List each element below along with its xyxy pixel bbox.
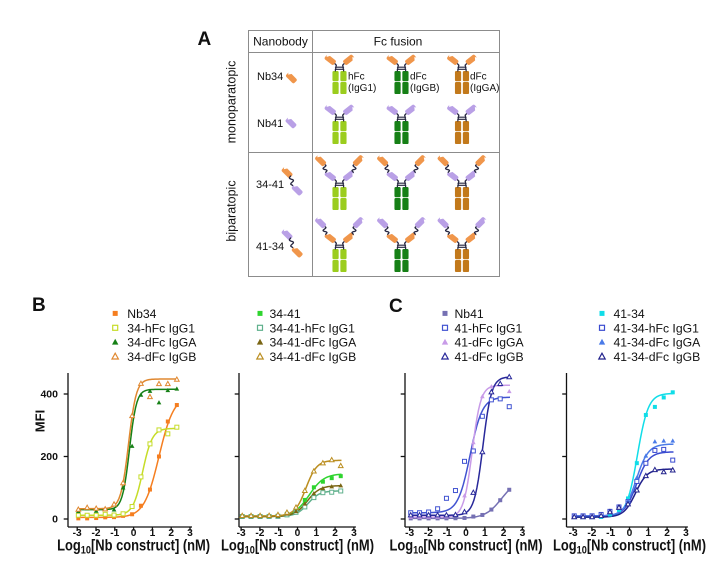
svg-text:3: 3 <box>683 528 689 539</box>
svg-text:200: 200 <box>40 451 58 463</box>
svg-text:2: 2 <box>332 528 338 539</box>
svg-text:-2: -2 <box>91 528 100 539</box>
svg-text:Log10[Nb construct] (nM): Log10[Nb construct] (nM) <box>221 538 374 557</box>
svg-text:0: 0 <box>295 528 301 539</box>
svg-text:C: C <box>389 296 403 317</box>
svg-text:B: B <box>32 295 46 316</box>
svg-text:34-41-dFc IgGA: 34-41-dFc IgGA <box>270 336 358 350</box>
svg-text:-1: -1 <box>443 528 452 539</box>
svg-text:3: 3 <box>351 528 357 539</box>
svg-text:2: 2 <box>664 528 670 539</box>
svg-text:1: 1 <box>482 528 488 539</box>
svg-text:2: 2 <box>168 528 174 539</box>
svg-text:41-34-dFc IgGA: 41-34-dFc IgGA <box>614 336 702 350</box>
svg-text:Nb41: Nb41 <box>257 118 283 130</box>
svg-text:dFc: dFc <box>470 72 487 83</box>
svg-text:(IgGA): (IgGA) <box>470 83 499 94</box>
svg-text:1: 1 <box>645 528 651 539</box>
svg-text:41-hFc IgG1: 41-hFc IgG1 <box>455 321 523 335</box>
svg-text:(IgG1): (IgG1) <box>348 83 376 94</box>
svg-text:3: 3 <box>520 528 526 539</box>
svg-text:biparatopic: biparatopic <box>225 180 239 241</box>
svg-text:0: 0 <box>131 528 137 539</box>
svg-text:MFI: MFI <box>33 410 48 432</box>
svg-text:34-dFc IgGA: 34-dFc IgGA <box>127 336 197 350</box>
svg-text:Log10[Nb construct] (nM): Log10[Nb construct] (nM) <box>57 538 210 557</box>
svg-text:-1: -1 <box>606 528 615 539</box>
svg-text:-1: -1 <box>274 528 283 539</box>
svg-text:Nb41: Nb41 <box>455 307 484 321</box>
svg-text:41-34: 41-34 <box>614 307 645 321</box>
svg-text:0: 0 <box>463 528 469 539</box>
svg-text:34-41: 34-41 <box>256 179 284 191</box>
svg-text:monoparatopic: monoparatopic <box>225 61 239 144</box>
svg-text:400: 400 <box>40 389 58 401</box>
svg-text:41-34: 41-34 <box>256 241 284 253</box>
svg-text:Log10[Nb construct] (nM): Log10[Nb construct] (nM) <box>553 538 706 557</box>
svg-text:Log10[Nb construct] (nM): Log10[Nb construct] (nM) <box>390 538 543 557</box>
svg-text:3: 3 <box>187 528 193 539</box>
svg-text:34-dFc IgGB: 34-dFc IgGB <box>127 350 196 364</box>
svg-text:2: 2 <box>501 528 507 539</box>
svg-text:41-34-hFc IgG1: 41-34-hFc IgG1 <box>614 321 700 335</box>
svg-text:-1: -1 <box>110 528 119 539</box>
svg-text:41-34-dFc IgGB: 41-34-dFc IgGB <box>614 350 701 364</box>
svg-text:-2: -2 <box>424 528 433 539</box>
svg-text:41-dFc IgGA: 41-dFc IgGA <box>455 336 525 350</box>
svg-text:-3: -3 <box>405 528 414 539</box>
svg-text:0: 0 <box>52 514 58 526</box>
svg-text:1: 1 <box>313 528 319 539</box>
svg-text:34-41-hFc IgG1: 34-41-hFc IgG1 <box>270 321 356 335</box>
svg-text:A: A <box>198 29 212 50</box>
svg-text:41-dFc IgGB: 41-dFc IgGB <box>455 350 524 364</box>
svg-text:-3: -3 <box>237 528 246 539</box>
svg-text:Fc fusion: Fc fusion <box>374 34 423 48</box>
svg-text:hFc: hFc <box>348 72 365 83</box>
svg-text:1: 1 <box>150 528 156 539</box>
svg-text:34-41: 34-41 <box>270 307 301 321</box>
svg-text:34-41-dFc IgGB: 34-41-dFc IgGB <box>270 350 357 364</box>
svg-text:0: 0 <box>627 528 633 539</box>
svg-text:-3: -3 <box>569 528 578 539</box>
svg-text:-3: -3 <box>73 528 82 539</box>
svg-text:Nb34: Nb34 <box>257 71 283 83</box>
svg-text:dFc: dFc <box>410 72 427 83</box>
svg-text:-2: -2 <box>587 528 596 539</box>
svg-text:34-hFc IgG1: 34-hFc IgG1 <box>127 321 195 335</box>
svg-text:Nb34: Nb34 <box>127 307 156 321</box>
svg-text:-2: -2 <box>255 528 264 539</box>
svg-text:(IgGB): (IgGB) <box>410 83 439 94</box>
svg-text:Nanobody: Nanobody <box>253 34 308 48</box>
